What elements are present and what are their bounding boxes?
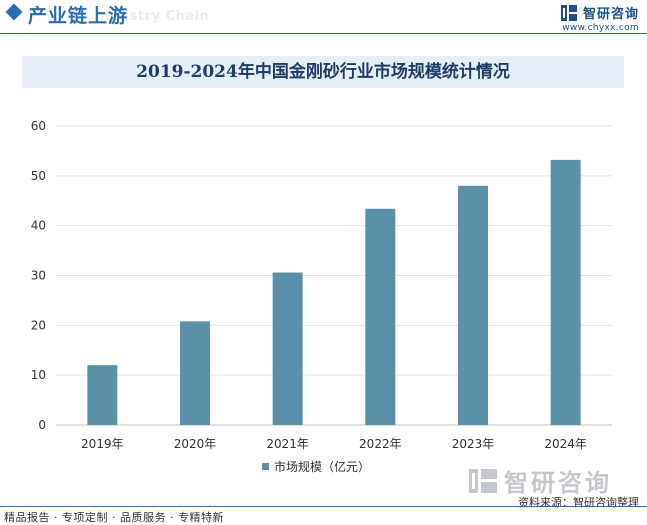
header-divider [0, 33, 647, 34]
source-note: 资料来源：智研咨询整理 [518, 496, 639, 509]
x-axis-ticks: 2019年 2020年 2021年 2022年 2023年 2024年 [81, 437, 587, 451]
legend: 市场规模（亿元） [262, 458, 370, 475]
x-tick-label: 2021年 [266, 437, 309, 451]
grid-lines [56, 125, 612, 426]
watermark-text: 智研咨询 [504, 469, 612, 497]
brand-logo-icon [560, 4, 577, 21]
watermark-logo: 智研咨询 [468, 463, 612, 498]
x-tick-label: 2019年 [81, 437, 124, 451]
bar [180, 321, 210, 425]
footer-divider [0, 506, 647, 507]
legend-swatch [262, 463, 269, 470]
chart-title-band: 2019-2024年中国金刚砂行业市场规模统计情况 [22, 56, 624, 88]
legend-label: 市场规模（亿元） [274, 460, 371, 474]
x-tick-label: 2022年 [359, 437, 402, 451]
brand-name: 智研咨询 [582, 7, 639, 22]
y-tick-label: 30 [31, 269, 46, 283]
y-tick-label: 60 [31, 119, 46, 133]
bar [272, 272, 303, 425]
bar [365, 208, 396, 425]
y-axis-ticks: 0 10 20 30 40 50 60 [31, 119, 46, 432]
y-tick-label: 20 [31, 318, 46, 332]
header: Industry Chain 产业链上游 智研咨询 www.chyxx.com [0, 0, 647, 34]
bar [458, 185, 488, 425]
x-tick-label: 2024年 [544, 437, 587, 451]
chart-title: 2019-2024年中国金刚砂行业市场规模统计情况 [136, 62, 510, 82]
brand-url: www.chyxx.com [562, 23, 639, 33]
section-title-en: Industry Chain [95, 9, 210, 24]
bar [550, 159, 581, 426]
y-tick-label: 10 [31, 368, 46, 382]
watermark-logo-icon [469, 468, 497, 493]
y-tick-label: 50 [31, 169, 46, 183]
y-tick-label: 40 [31, 219, 46, 233]
section-title: 产业链上游 [28, 5, 129, 27]
x-tick-label: 2020年 [174, 437, 217, 451]
bars [87, 159, 581, 426]
bar [87, 365, 118, 425]
brand: 智研咨询 www.chyxx.com [560, 3, 639, 33]
x-tick-label: 2023年 [452, 437, 495, 451]
y-tick-label: 0 [38, 418, 46, 432]
footer-services: 精品报告 · 专项定制 · 品质服务 · 专精特新 [4, 511, 224, 524]
